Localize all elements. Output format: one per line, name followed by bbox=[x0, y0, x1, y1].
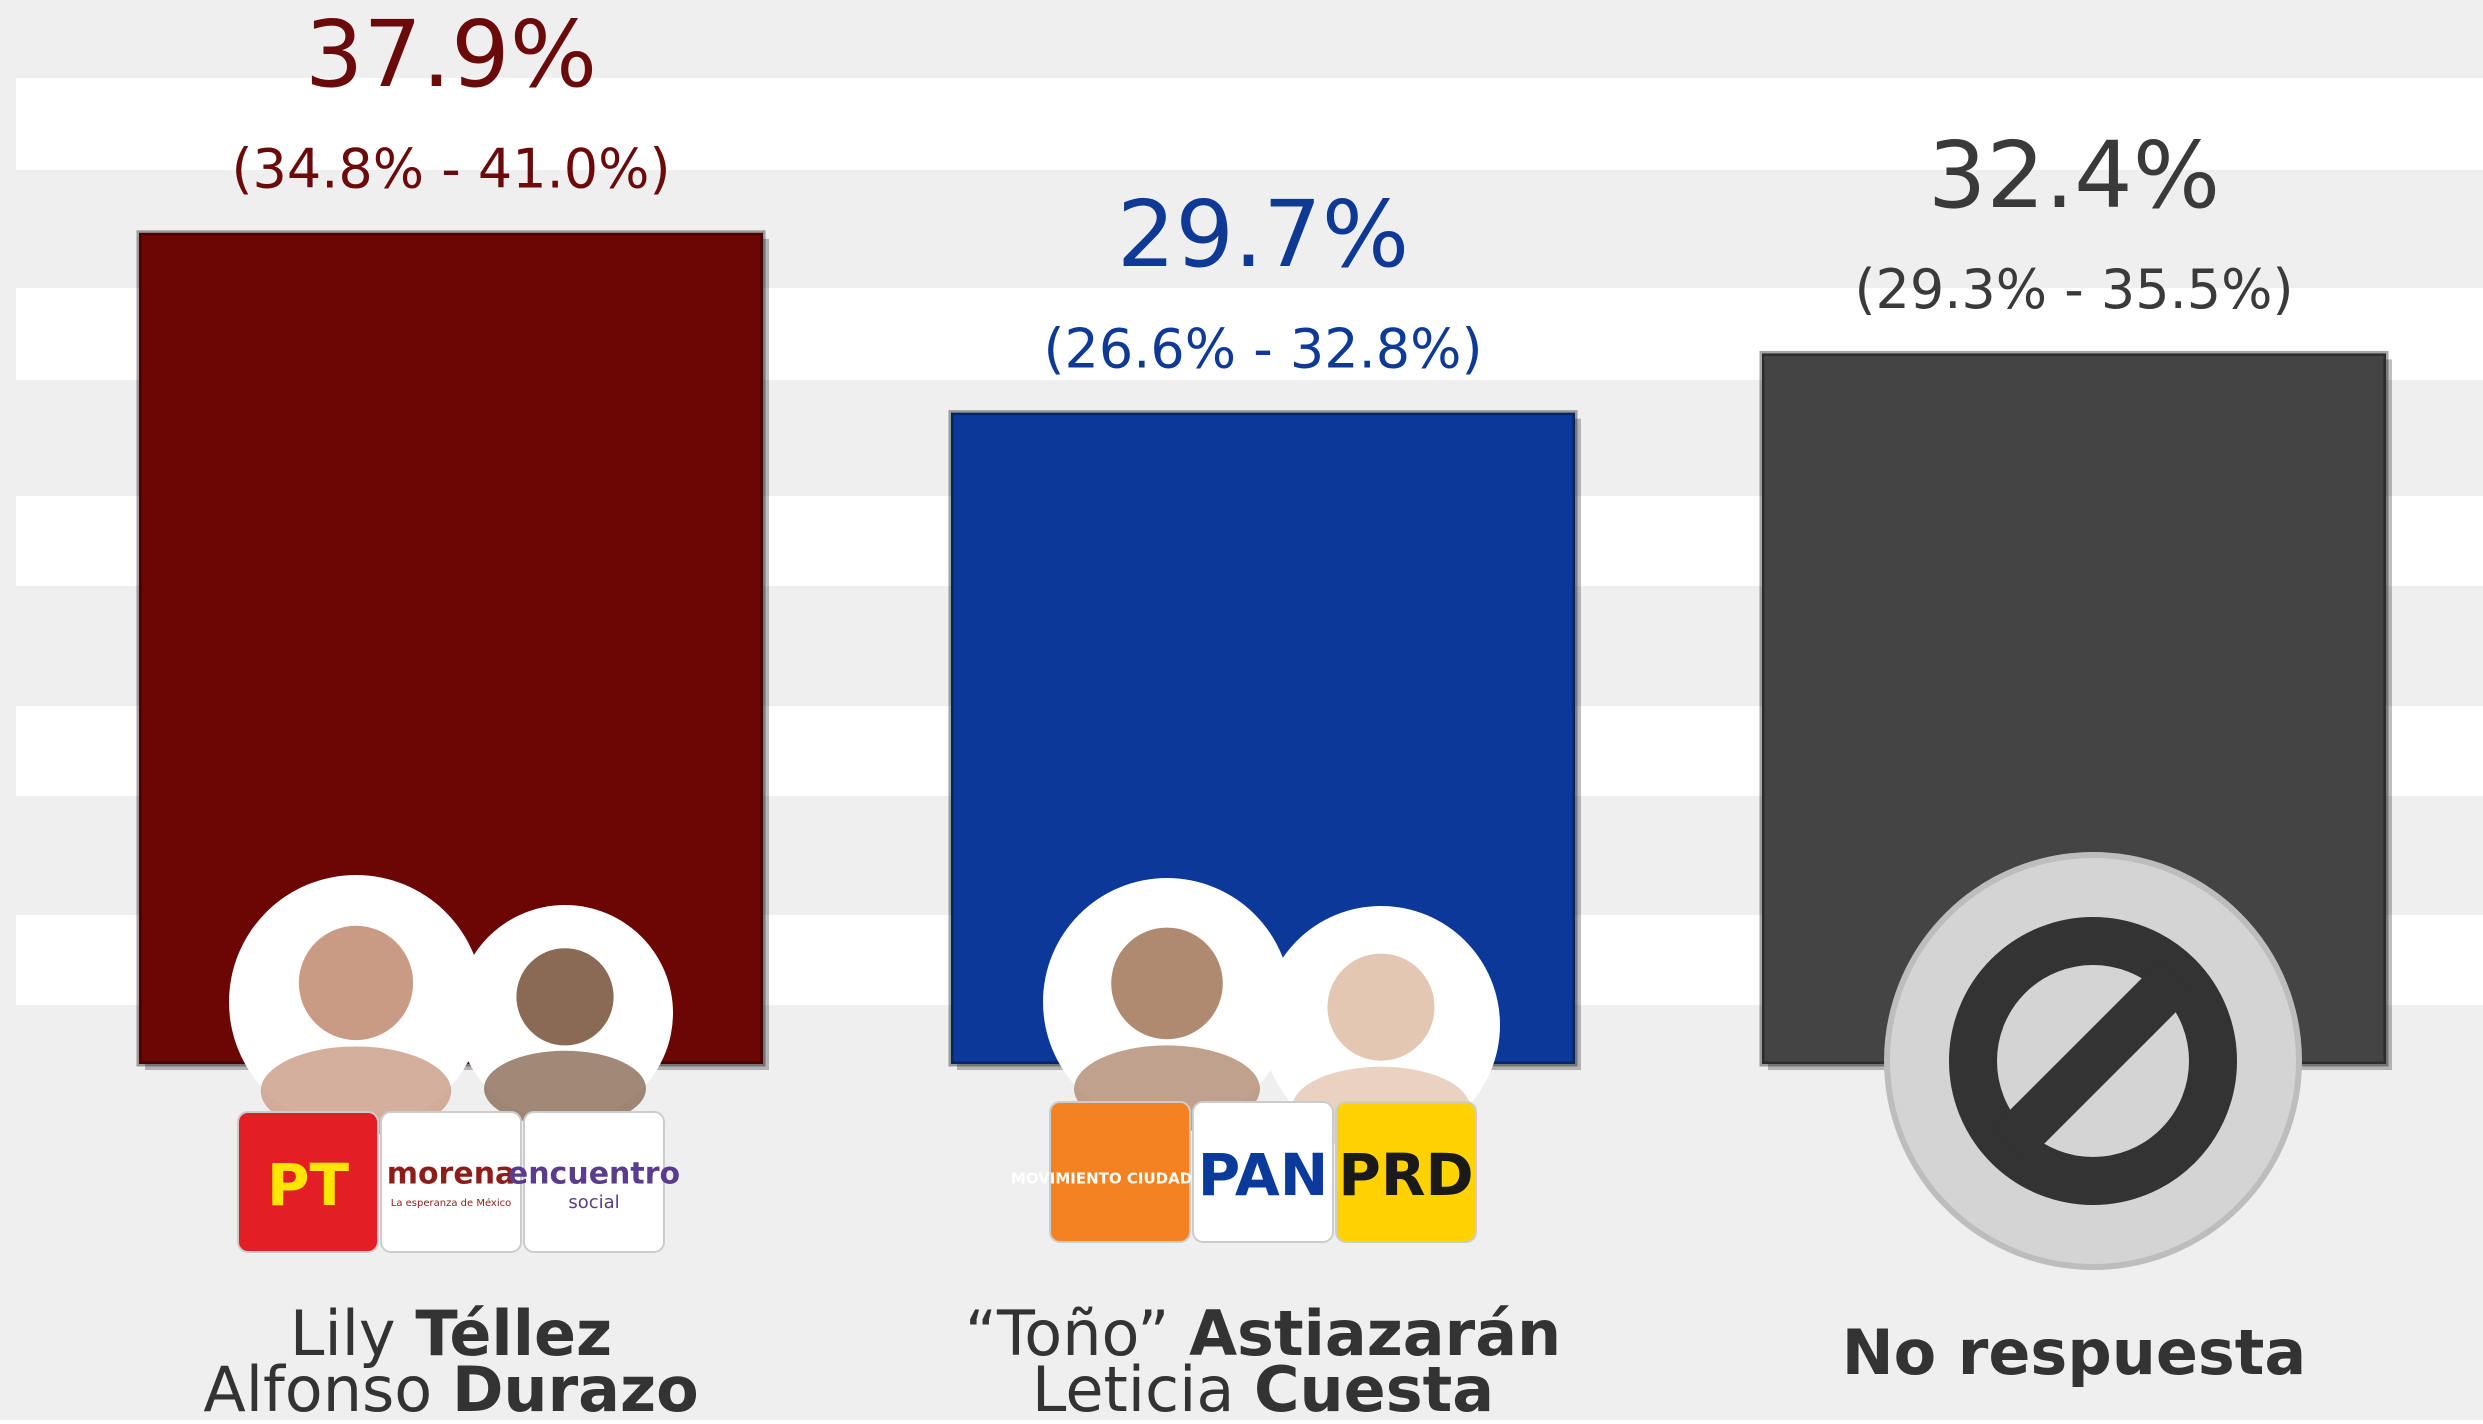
category-label: Leticia Cuesta bbox=[1032, 1353, 1494, 1420]
range-label: (34.8% - 41.0%) bbox=[231, 137, 670, 200]
party-name: encuentro bbox=[508, 1157, 680, 1192]
no-answer-slash bbox=[1991, 959, 2195, 1163]
range-label: (29.3% - 35.5%) bbox=[1854, 258, 2293, 321]
party-logo bbox=[523, 1111, 665, 1253]
party-name: MOVIMIENTO CIUDADANO bbox=[1011, 1170, 1229, 1188]
party-logo bbox=[237, 1111, 379, 1253]
category-label: Alfonso Durazo bbox=[203, 1353, 698, 1420]
name-light: Lily bbox=[290, 1297, 396, 1370]
value-label: 29.7% bbox=[1117, 181, 1409, 288]
photo-face bbox=[1111, 927, 1223, 1040]
name-bold: Durazo bbox=[452, 1353, 699, 1420]
party-logo bbox=[1049, 1101, 1191, 1243]
photo-face bbox=[516, 948, 614, 1046]
category-label: Lily Téllez bbox=[290, 1297, 612, 1370]
category-label: “Toño” Astiazarán bbox=[965, 1297, 1561, 1370]
name-light: Leticia bbox=[1032, 1353, 1234, 1420]
party-logo bbox=[380, 1111, 522, 1253]
party-sub: social bbox=[568, 1192, 619, 1213]
party-name: morena bbox=[387, 1157, 516, 1192]
photo-face bbox=[298, 925, 414, 1041]
category-label: No respuesta bbox=[1842, 1316, 2307, 1389]
no-answer-ring bbox=[1949, 917, 2237, 1205]
range-label: (26.6% - 32.8%) bbox=[1043, 317, 1482, 380]
value-label: 37.9% bbox=[305, 1, 597, 108]
name-bold: Astiazarán bbox=[1189, 1297, 1561, 1370]
name-bold: Téllez bbox=[415, 1297, 612, 1370]
photo-face bbox=[1327, 953, 1435, 1061]
photo-body bbox=[484, 1050, 646, 1127]
party-name: PAN bbox=[1198, 1141, 1329, 1209]
party-sub: La esperanza de México bbox=[391, 1197, 511, 1209]
party-name: PRD bbox=[1338, 1141, 1473, 1209]
name-light: Alfonso bbox=[203, 1353, 432, 1420]
party-logo bbox=[1335, 1101, 1477, 1243]
name-light: “Toño” bbox=[965, 1297, 1170, 1370]
name-bold: No respuesta bbox=[1842, 1316, 2307, 1389]
name-bold: Cuesta bbox=[1254, 1353, 1494, 1420]
value-label: 32.4% bbox=[1928, 122, 2220, 229]
party-name: PT bbox=[267, 1151, 350, 1219]
party-logo bbox=[1192, 1101, 1334, 1243]
